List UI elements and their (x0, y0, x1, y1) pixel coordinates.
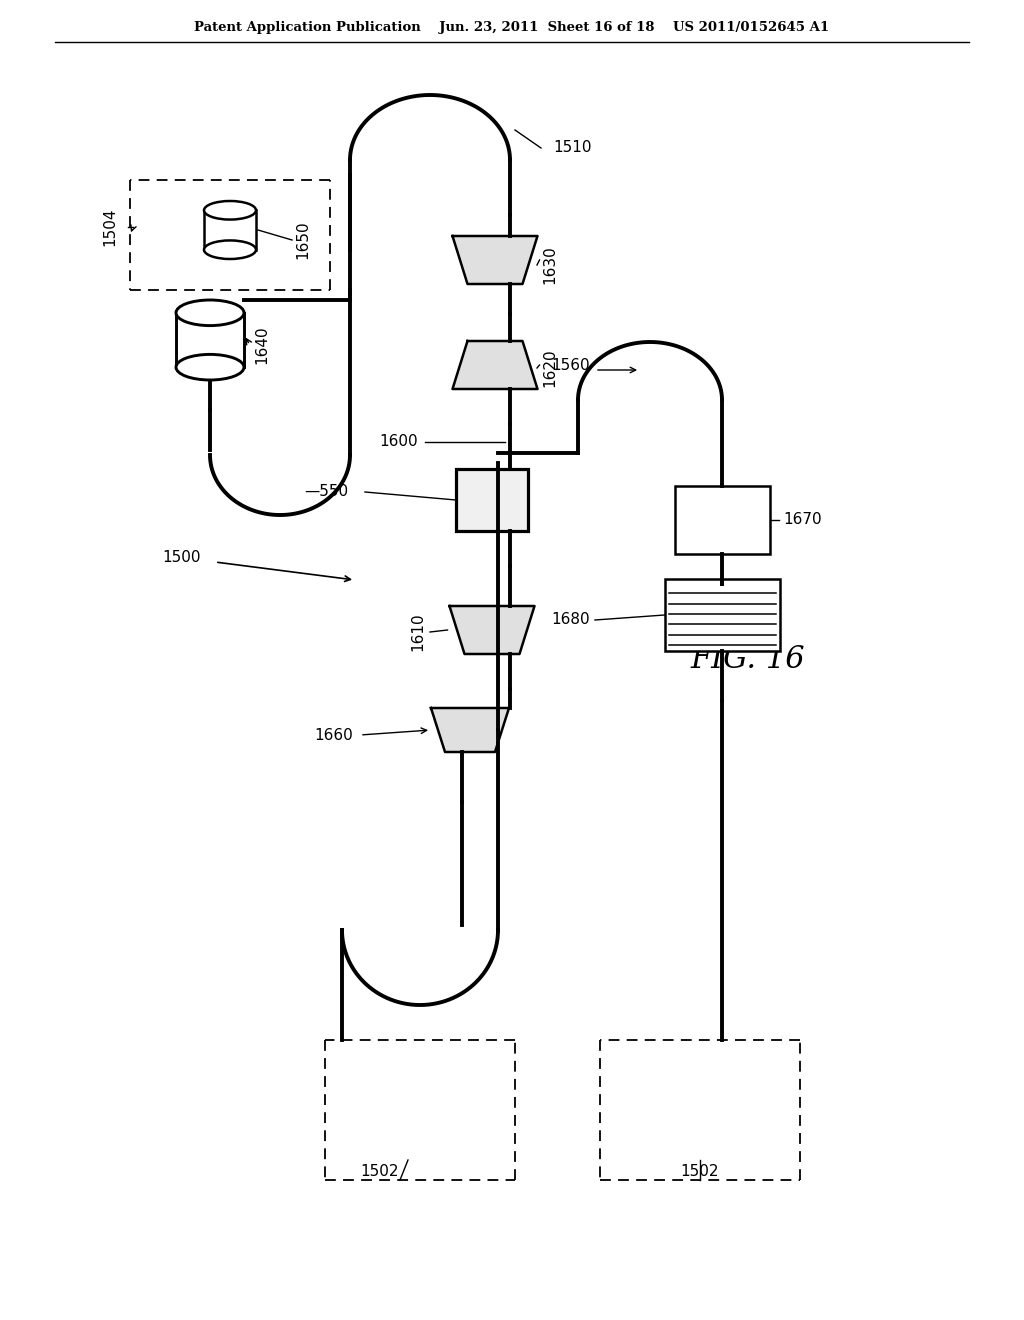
Text: 1560: 1560 (551, 358, 590, 372)
Bar (675, 486, 769, 554)
Text: 1502: 1502 (360, 1164, 399, 1180)
Text: 1620: 1620 (543, 348, 557, 387)
Text: FIG. 16: FIG. 16 (690, 644, 805, 676)
Text: 1504: 1504 (102, 207, 118, 247)
Ellipse shape (204, 201, 256, 219)
Text: 1670: 1670 (783, 512, 821, 528)
Polygon shape (453, 341, 538, 389)
Bar (204, 210, 256, 249)
Ellipse shape (176, 354, 244, 380)
Text: 1640: 1640 (255, 326, 269, 364)
Text: 1650: 1650 (296, 220, 310, 259)
Text: 1600: 1600 (379, 434, 418, 450)
Text: —550: —550 (304, 484, 348, 499)
Bar (665, 579, 779, 651)
Text: 1500: 1500 (163, 550, 202, 565)
Bar (456, 469, 528, 531)
Text: 1630: 1630 (543, 246, 557, 284)
Text: 1610: 1610 (411, 612, 426, 651)
Text: 1510: 1510 (553, 140, 592, 156)
Polygon shape (431, 708, 509, 752)
Polygon shape (450, 606, 535, 653)
Bar (176, 313, 244, 367)
Text: 1680: 1680 (551, 612, 590, 627)
Text: 1660: 1660 (314, 727, 353, 742)
Text: 1502: 1502 (681, 1164, 719, 1180)
Polygon shape (453, 236, 538, 284)
Text: Patent Application Publication    Jun. 23, 2011  Sheet 16 of 18    US 2011/01526: Patent Application Publication Jun. 23, … (195, 21, 829, 33)
Ellipse shape (176, 300, 244, 326)
Ellipse shape (204, 240, 256, 259)
